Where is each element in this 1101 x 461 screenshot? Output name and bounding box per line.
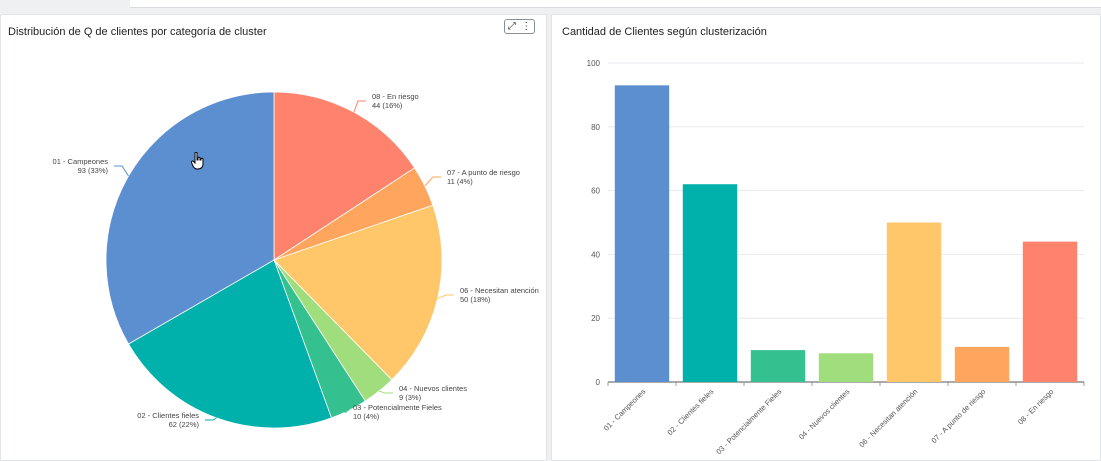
pie-label: 02 - Clientes fieles	[137, 411, 199, 420]
pie-label: 01 - Campeones	[53, 157, 109, 166]
x-tick-label: 07 - A punto de riesgo	[929, 387, 987, 445]
y-tick-label: 60	[591, 187, 600, 196]
hand-cursor-icon	[191, 152, 204, 170]
pie-leader-line	[378, 390, 393, 394]
x-tick-label: 08 - En riesgo	[1016, 387, 1055, 426]
x-tick-label: 01 - Campeones	[602, 387, 648, 433]
pie-value-label: 50 (18%)	[460, 295, 491, 304]
x-tick-label: 04 - Nuevos clientes	[797, 387, 852, 442]
more-vertical-icon[interactable]: ⋮	[521, 21, 532, 32]
bar-chart: 0 20 40 60 80 100 01 - Campeones 02 - Clientes …	[587, 59, 1085, 456]
x-tick-label: 03 - Potencialmente Fieles	[714, 387, 783, 456]
pie-slice-06-necesitan-atencion[interactable]	[273, 204, 443, 381]
pie-leader-line	[338, 409, 349, 413]
pie-label: 03 - Potencialmente Fieles	[353, 403, 442, 412]
x-tick-label: 02 - Clientes fieles	[665, 387, 715, 437]
visual-toolbar[interactable]: ⤢ ⋮	[504, 19, 535, 34]
bar-03-potencialmente-fieles[interactable]	[750, 350, 806, 382]
pie-label: 06 - Necesitan atención	[460, 286, 539, 295]
pie-value-label: 9 (3%)	[399, 393, 422, 402]
pie-slice-01-campeones[interactable]	[105, 91, 275, 345]
pie-value-label: 62 (22%)	[169, 420, 200, 429]
bar-02-clientes-fieles[interactable]	[682, 184, 738, 382]
pie-value-label: 44 (16%)	[372, 101, 403, 110]
pie-leader-line	[424, 176, 441, 187]
y-tick-label: 80	[591, 123, 600, 132]
bar-04-nuevos-clientes[interactable]	[818, 353, 874, 382]
top-bar	[130, 0, 1101, 8]
pie-leader-line	[437, 294, 454, 299]
y-tick-label: 20	[591, 314, 600, 323]
bar-chart-title: Cantidad de Clientes según clusterizació…	[562, 26, 767, 38]
expand-icon[interactable]: ⤢	[507, 21, 516, 32]
x-tick-label: 06 - Necesitan atención	[857, 387, 919, 449]
pie-value-label: 10 (4%)	[353, 412, 380, 421]
pie-label: 07 - A punto de riesgo	[447, 168, 520, 177]
pie-value-label: 11 (4%)	[447, 177, 473, 186]
y-tick-label: 0	[596, 378, 601, 387]
bar-06-necesitan-atencion[interactable]	[886, 222, 942, 383]
bar-chart-card: Cantidad de Clientes según clusterizació…	[551, 14, 1101, 461]
pie-label: 08 - En riesgo	[372, 92, 419, 101]
pie-leader-line	[353, 100, 366, 113]
y-tick-label: 100	[587, 59, 601, 68]
pie-chart-title: Distribución de Q de clientes por catego…	[8, 26, 267, 38]
pie-label: 04 - Nuevos clientes	[399, 384, 467, 393]
pie-leader-line	[114, 165, 129, 177]
bar-07-a-punto-de-riesgo[interactable]	[954, 346, 1010, 382]
bar-01-campeones[interactable]	[614, 85, 670, 382]
pie-value-label: 93 (33%)	[78, 166, 109, 175]
y-tick-label: 40	[591, 250, 600, 259]
bar-08-en-riesgo[interactable]	[1022, 241, 1078, 382]
pie-chart-card: Distribución de Q de clientes por catego…	[0, 14, 547, 461]
pie-slice-02-clientes-fieles[interactable]	[127, 259, 332, 429]
pie-leader-line	[205, 417, 217, 421]
